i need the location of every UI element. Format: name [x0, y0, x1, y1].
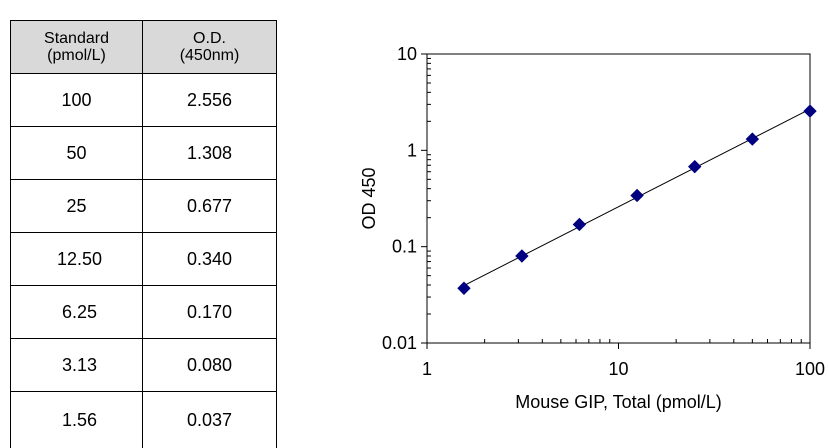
standard-cell: 100 [11, 74, 143, 127]
header-od-line2: (450nm) [143, 47, 276, 64]
od-cell: 1.308 [143, 127, 277, 180]
plot-area: 0.01 0.1 1 10 1 10 100 Mouse GIP, Total (pmol/L… [359, 44, 825, 412]
y-tick-label: 1 [407, 140, 417, 160]
standard-cell: 3.13 [11, 339, 143, 392]
standard-cell: 25 [11, 180, 143, 233]
table-row: 100 2.556 [11, 74, 277, 127]
header-od: O.D. (450nm) [143, 21, 277, 74]
table-row: 3.13 0.080 [11, 339, 277, 392]
header-standard: Standard (pmol/L) [11, 21, 143, 74]
od-cell: 0.340 [143, 233, 277, 286]
x-axis-title: Mouse GIP, Total (pmol/L) [515, 392, 721, 412]
standard-cell: 6.25 [11, 286, 143, 339]
standards-table: Standard (pmol/L) O.D. (450nm) 100 2.556… [10, 20, 277, 448]
header-standard-line1: Standard [11, 30, 142, 47]
table-row: 12.50 0.340 [11, 233, 277, 286]
y-tick-label: 10 [397, 44, 417, 64]
data-point [458, 282, 470, 294]
table-row: 6.25 0.170 [11, 286, 277, 339]
y-tick-label: 0.01 [382, 333, 417, 353]
od-cell: 0.677 [143, 180, 277, 233]
od-cell: 0.170 [143, 286, 277, 339]
table-row: 1.56 0.037 [11, 392, 277, 448]
standard-cell: 12.50 [11, 233, 143, 286]
standard-cell: 1.56 [11, 392, 143, 448]
header-standard-line2: (pmol/L) [11, 47, 142, 64]
header-od-line1: O.D. [143, 30, 276, 47]
x-tick-label: 10 [608, 359, 628, 379]
x-tick-label: 100 [795, 359, 825, 379]
plot-frame [427, 54, 810, 343]
standard-cell: 50 [11, 127, 143, 180]
data-point [746, 133, 758, 145]
data-point [516, 250, 528, 262]
table-header-row: Standard (pmol/L) O.D. (450nm) [11, 21, 277, 74]
table-row: 25 0.677 [11, 180, 277, 233]
od-cell: 0.037 [143, 392, 277, 448]
x-tick-label: 1 [422, 359, 432, 379]
table-row: 50 1.308 [11, 127, 277, 180]
data-point [804, 105, 816, 117]
od-cell: 0.080 [143, 339, 277, 392]
od-cell: 2.556 [143, 74, 277, 127]
data-point [689, 161, 701, 173]
y-tick-label: 0.1 [392, 237, 417, 257]
standard-curve-chart: 0.01 0.1 1 10 1 10 100 Mouse GIP, Total (pmol/L… [340, 30, 828, 434]
y-axis-title: OD 450 [359, 167, 379, 229]
